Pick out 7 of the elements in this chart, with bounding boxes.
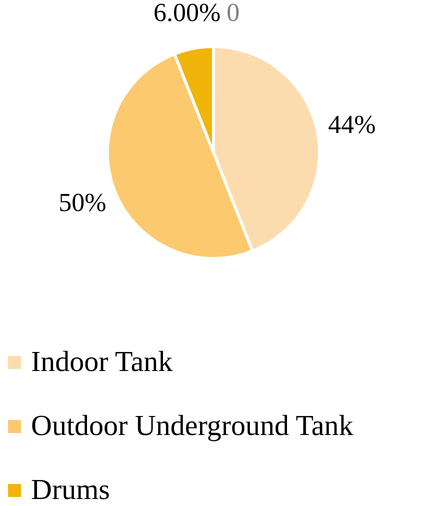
data-label: 44% [328,110,376,139]
legend-label: Outdoor Underground Tank [31,410,354,442]
text: 0 [226,0,240,27]
data-label: 50% [58,188,106,218]
legend-label: Indoor Tank [31,346,173,378]
legend-label: Drums [31,474,110,506]
data-label: 6.00% [153,0,221,27]
